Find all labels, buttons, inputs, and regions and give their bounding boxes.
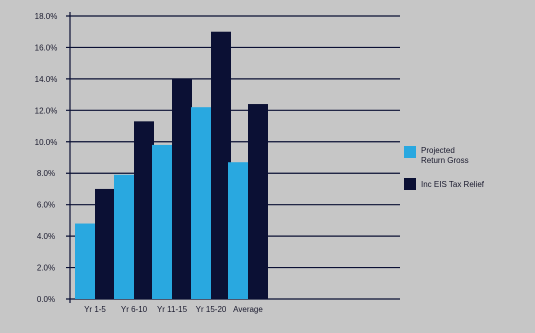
x-tick-label: Average	[233, 305, 263, 314]
legend-label-inc-eis-tax-relief: Inc EIS Tax Relief	[421, 180, 485, 189]
legend-label-projected-return-gross-line2: Return Gross	[421, 156, 469, 165]
x-tick-label: Yr 15-20	[196, 305, 227, 314]
y-tick-label: 12.0%	[35, 106, 58, 115]
x-tick-label: Yr 6-10	[121, 305, 148, 314]
bar-projected-return-gross	[114, 174, 134, 299]
y-tick-label: 8.0%	[37, 169, 55, 178]
y-tick-label: 6.0%	[37, 201, 55, 210]
legend-swatch-inc-eis-tax-relief	[404, 178, 416, 190]
legend-label-projected-return-gross: Projected	[421, 146, 455, 155]
bar-projected-return-gross	[152, 144, 172, 299]
bar-projected-return-gross	[191, 107, 211, 299]
bar-projected-return-gross	[228, 162, 248, 299]
y-tick-label: 0.0%	[37, 295, 55, 304]
bar-inc-eis-tax-relief	[172, 78, 192, 299]
bar-inc-eis-tax-relief	[95, 188, 115, 299]
bar-inc-eis-tax-relief	[248, 104, 268, 300]
y-tick-label: 16.0%	[35, 43, 58, 52]
bar-inc-eis-tax-relief	[134, 121, 154, 299]
y-tick-label: 10.0%	[35, 138, 58, 147]
legend-swatch-projected-return-gross	[404, 146, 416, 158]
y-tick-label: 18.0%	[35, 12, 58, 21]
bar-inc-eis-tax-relief	[211, 31, 231, 299]
x-tick-label: Yr 1-5	[84, 305, 106, 314]
y-tick-label: 14.0%	[35, 75, 58, 84]
bar-projected-return-gross	[75, 223, 95, 299]
y-tick-label: 2.0%	[37, 264, 55, 273]
x-tick-label: Yr 11-15	[157, 305, 188, 314]
y-tick-label: 4.0%	[37, 232, 55, 241]
